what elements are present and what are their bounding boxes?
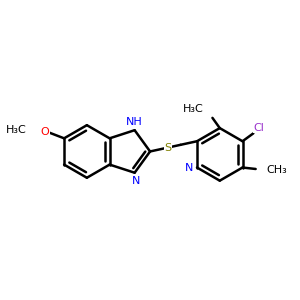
Text: H₃C: H₃C: [5, 125, 26, 135]
Text: S: S: [164, 142, 172, 153]
Text: H₃C: H₃C: [183, 104, 204, 114]
Text: O: O: [41, 128, 50, 137]
Text: N: N: [132, 176, 140, 186]
Text: NH: NH: [126, 117, 143, 127]
Text: N: N: [184, 163, 193, 172]
Text: CH₃: CH₃: [267, 165, 287, 176]
Text: Cl: Cl: [254, 122, 265, 133]
